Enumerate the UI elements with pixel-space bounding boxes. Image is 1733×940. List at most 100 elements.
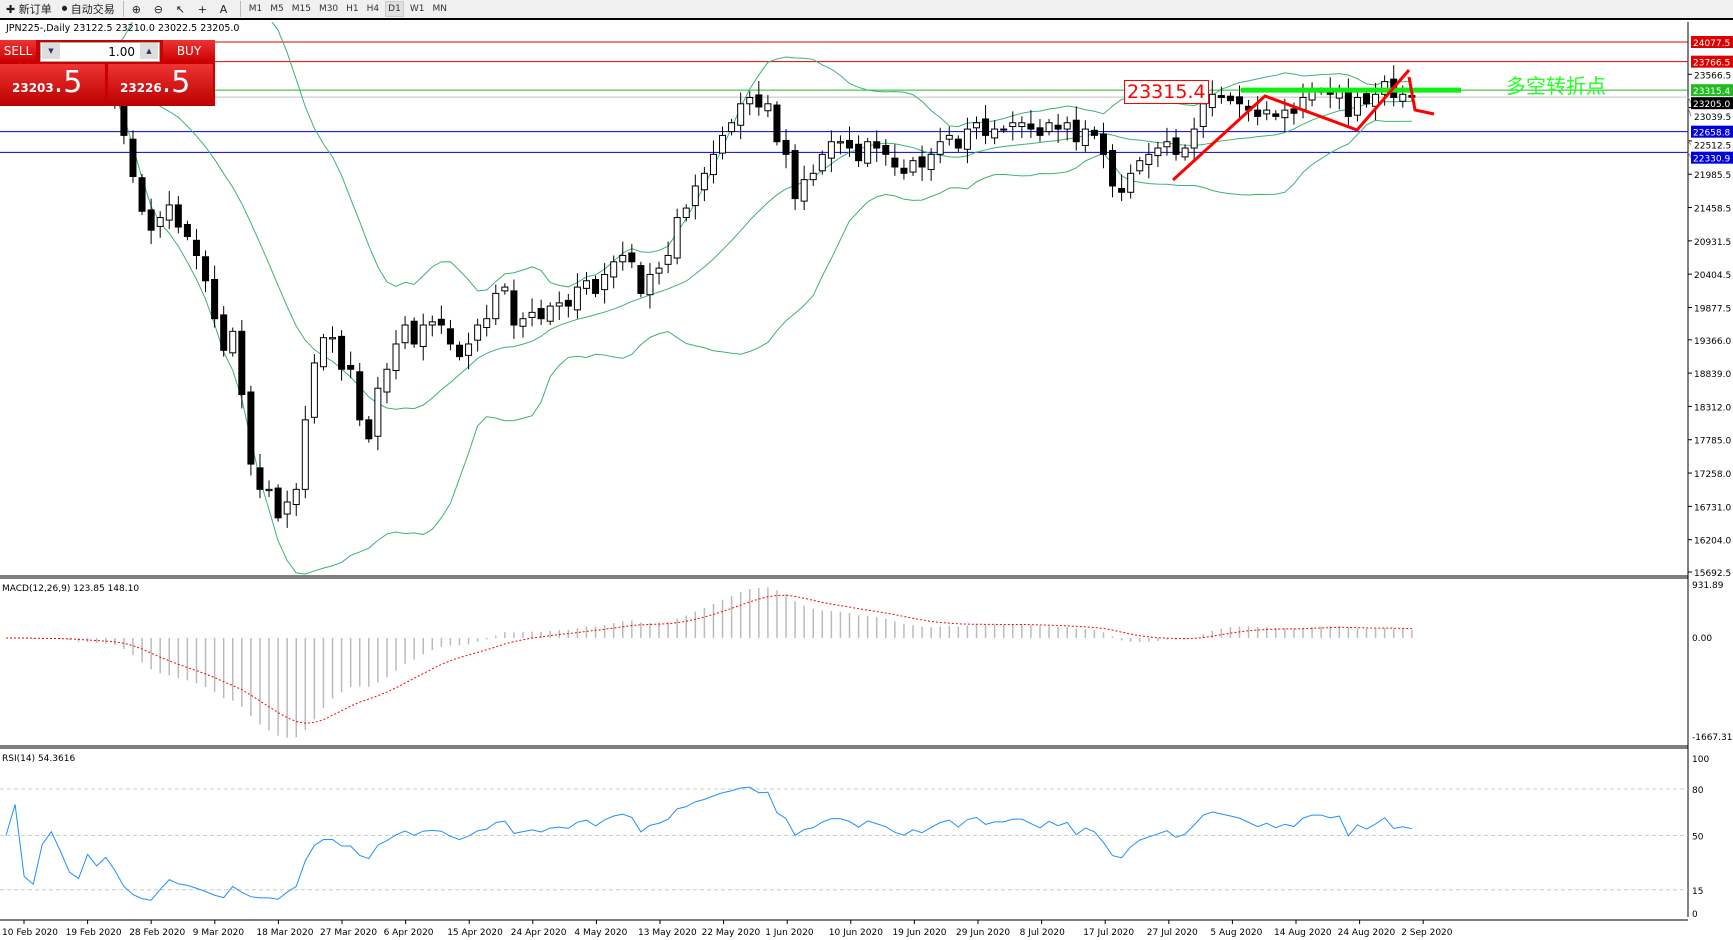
candle [1081,120,1089,152]
new-order-label: 新订单 [18,3,52,16]
candle [954,135,962,152]
candle [936,127,944,164]
timeframe-m15[interactable]: M15 [291,4,311,14]
candle-body [238,330,246,396]
candle [129,130,137,183]
timeframe-h4[interactable]: H4 [366,4,380,14]
candle [637,261,645,298]
candle [138,173,146,216]
candle-body [1009,122,1017,128]
candle-body [891,157,899,168]
candle [265,480,273,497]
lot-size-input[interactable]: 1.00 [40,42,160,62]
candle [410,317,418,348]
candle [818,150,826,175]
timeframe-w1[interactable]: W1 [409,4,425,14]
date-label: 22 May 2020 [702,928,761,938]
candle [764,94,772,118]
zoom-out-icon[interactable]: ⊖ [153,2,163,16]
candle-body [1217,95,1225,98]
date-label: 1 Jun 2020 [765,928,814,938]
candle [1054,113,1062,143]
chart-area[interactable]: 24077.5 23766.5 23566.5 23315.4 23205.0 23039… [0,22,1733,940]
candle [773,101,781,146]
candle [1090,126,1098,140]
candle [283,490,291,528]
auto-trading-label: 自动交易 [70,3,115,16]
candle [474,318,482,352]
price-tag [1691,151,1733,164]
text-tool-icon[interactable]: A [219,2,228,16]
candle [963,117,971,164]
toolbar: ✚ 新订单 ⏺ 自动交易 ⊕ ⊖ ↖ + A M1 M5 M15 M30 H1 H4 D1 W… [0,0,1733,20]
date-label: 10 Jun 2020 [829,928,883,938]
candle-body [437,318,445,326]
candle [437,305,445,334]
candle-body [673,217,681,259]
candle-body [1036,127,1044,136]
buy-price-frac: .5 [161,65,191,100]
candle [836,135,844,155]
candle-body [1072,119,1080,143]
sell-price[interactable]: 23203.5 [0,64,105,106]
candle-body [646,273,654,296]
candle-body [918,156,926,168]
trend-arrow [1407,76,1435,116]
crosshair-icon[interactable]: + [197,2,207,16]
timeframe-m5[interactable]: M5 [270,4,284,14]
candle-body [1099,133,1107,155]
new-order-button[interactable]: ✚ 新订单 [6,2,52,17]
candle-body [682,207,690,219]
candle-body [1136,160,1144,172]
candle [292,483,300,516]
lot-decrease-icon[interactable]: ▼ [42,43,60,59]
buy-price[interactable]: 23226.5 [108,64,213,106]
candle-body [129,138,137,177]
rsi-axis-label: 100 [1692,755,1709,765]
candle [1181,144,1189,161]
candle-body [1163,141,1171,148]
candle [202,250,210,293]
candle [465,332,473,370]
auto-trading-button[interactable]: ⏺ 自动交易 [61,2,115,16]
candle-body [1109,150,1117,187]
candle-body [1000,128,1008,131]
candle-body [1254,109,1262,117]
candle [972,116,980,140]
candle-body [1063,122,1071,130]
candle-body [1018,122,1026,128]
cursor-icon[interactable]: ↖ [175,2,185,16]
candle [1072,106,1080,151]
date-label: 13 May 2020 [638,928,697,938]
lot-increase-icon[interactable]: ▲ [140,43,158,59]
candle-body [147,209,155,231]
timeframe-d1[interactable]: D1 [385,1,404,17]
label-leader [1687,152,1692,158]
candle-body [1045,122,1053,133]
candle [573,273,581,319]
candle-body [991,128,999,139]
candle [1163,127,1171,156]
candle [165,191,173,229]
timeframe-h1[interactable]: H1 [346,4,359,14]
timeframe-m30[interactable]: M30 [318,4,339,14]
candle-body [963,128,971,150]
candle [1236,85,1244,118]
candle [446,319,454,351]
rsi-line [5,786,1412,901]
candle-body [483,318,491,329]
candle [800,165,808,210]
timeframe-mn[interactable]: MN [432,4,447,14]
timeframe-m1[interactable]: M1 [248,4,263,14]
candle-body [728,122,736,133]
candle [319,333,327,371]
sell-button[interactable]: SELL [0,40,36,62]
candle [555,291,563,320]
candle [220,306,228,357]
candle [592,275,600,298]
price-tag-label: 23766.5 [1693,59,1730,69]
zoom-in-icon[interactable]: ⊕ [131,2,141,16]
candle [1208,80,1216,117]
buy-button[interactable]: BUY [163,40,215,62]
candle [1326,77,1334,109]
